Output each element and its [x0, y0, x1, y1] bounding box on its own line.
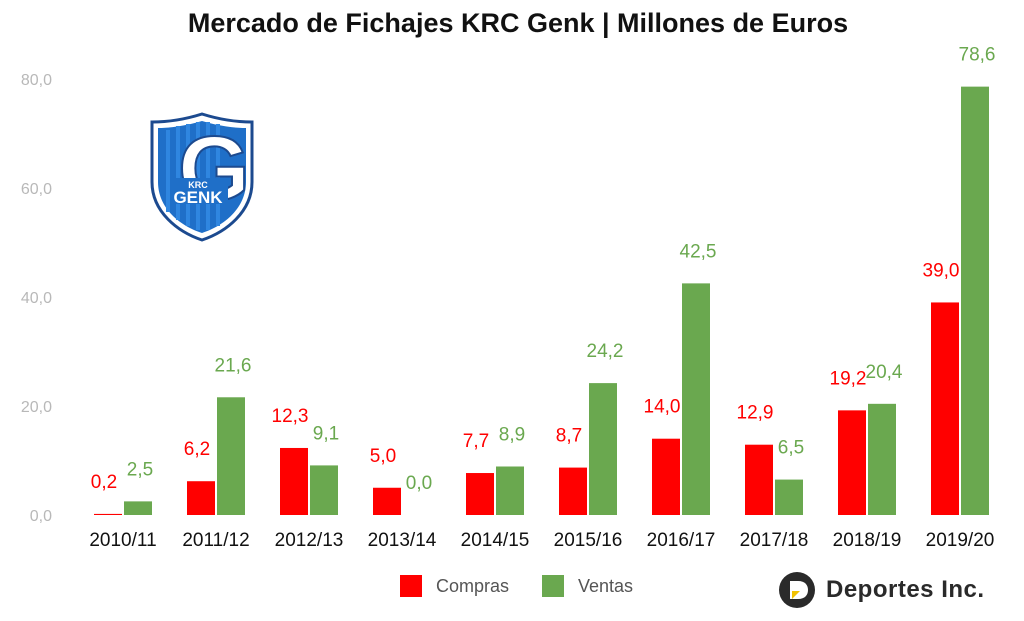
data-label-ventas: 20,4	[866, 362, 903, 383]
legend-swatch-compras	[400, 575, 422, 597]
x-tick-label: 2017/18	[740, 530, 809, 551]
bar-ventas	[868, 404, 896, 515]
bar-compras	[94, 514, 122, 515]
x-tick-label: 2014/15	[461, 530, 530, 551]
x-tick-label: 2015/16	[554, 530, 623, 551]
x-tick-label: 2018/19	[833, 530, 902, 551]
bar-compras	[745, 445, 773, 515]
data-label-ventas: 24,2	[587, 341, 624, 362]
brand-logo: Deportes Inc.	[778, 570, 985, 610]
data-label-compras: 14,0	[644, 397, 681, 418]
deportes-inc-logo-icon	[778, 571, 816, 609]
legend-label-ventas: Ventas	[578, 576, 633, 597]
data-label-compras: 6,2	[184, 439, 210, 460]
data-label-ventas: 21,6	[215, 355, 252, 376]
y-axis: 0,0 20,0 40,0 60,0 80,0	[21, 72, 52, 525]
legend-swatch-ventas	[542, 575, 564, 597]
bar-ventas	[682, 283, 710, 515]
y-tick-label: 60,0	[21, 181, 52, 198]
data-label-compras: 5,0	[370, 446, 396, 467]
y-tick-label: 20,0	[21, 399, 52, 416]
bar-ventas	[217, 397, 245, 515]
data-label-compras: 12,3	[272, 406, 309, 427]
data-label-compras: 8,7	[556, 426, 582, 447]
data-label-ventas: 8,9	[499, 424, 525, 445]
x-tick-label: 2011/12	[182, 530, 249, 551]
bar-compras	[280, 448, 308, 515]
legend-item-ventas: Ventas	[542, 574, 633, 598]
data-label-compras: 7,7	[463, 431, 489, 452]
brand-name: Deportes Inc.	[826, 576, 985, 604]
y-tick-label: 40,0	[21, 290, 52, 307]
bar-compras	[373, 488, 401, 515]
bar-compras	[838, 410, 866, 515]
legend-label-compras: Compras	[436, 576, 509, 597]
y-tick-label: 80,0	[21, 72, 52, 89]
data-label-ventas: 6,5	[778, 438, 804, 459]
data-label-compras: 12,9	[737, 403, 774, 424]
bar-ventas	[775, 480, 803, 515]
krc-genk-crest: G KRC GENK	[148, 112, 256, 242]
legend-item-compras: Compras	[400, 574, 509, 598]
data-label-ventas: 78,6	[959, 45, 996, 66]
bar-ventas	[589, 383, 617, 515]
bar-compras	[652, 439, 680, 515]
x-tick-label: 2010/11	[89, 530, 156, 551]
bar-ventas	[496, 466, 524, 515]
x-tick-label: 2019/20	[926, 530, 995, 551]
bar-compras	[466, 473, 494, 515]
crest-genk-text: GENK	[173, 188, 223, 207]
bar-compras	[559, 468, 587, 515]
data-label-compras: 0,2	[91, 472, 117, 493]
x-tick-label: 2016/17	[647, 530, 716, 551]
data-label-ventas: 42,5	[680, 241, 717, 262]
x-axis: 2010/11 2011/12 2012/13 2013/14 2014/15 2015/…	[89, 530, 994, 551]
data-label-compras: 39,0	[923, 260, 960, 281]
bar-ventas	[310, 465, 338, 515]
bar-chart: 0,0 20,0 40,0 60,0 80,0 0,2 2,5 6,2 21,6 12,39,1…	[0, 0, 1024, 560]
x-tick-label: 2012/13	[275, 530, 344, 551]
bar-compras	[187, 481, 215, 515]
data-label-compras: 19,2	[830, 368, 867, 389]
y-tick-label: 0,0	[30, 508, 52, 525]
bar-ventas	[961, 87, 989, 515]
x-tick-label: 2013/14	[368, 530, 437, 551]
bar-ventas	[124, 501, 152, 515]
data-label-ventas: 2,5	[127, 459, 153, 480]
data-label-ventas: 0,0	[406, 473, 432, 494]
data-label-ventas: 9,1	[313, 423, 339, 444]
bar-compras	[931, 302, 959, 515]
